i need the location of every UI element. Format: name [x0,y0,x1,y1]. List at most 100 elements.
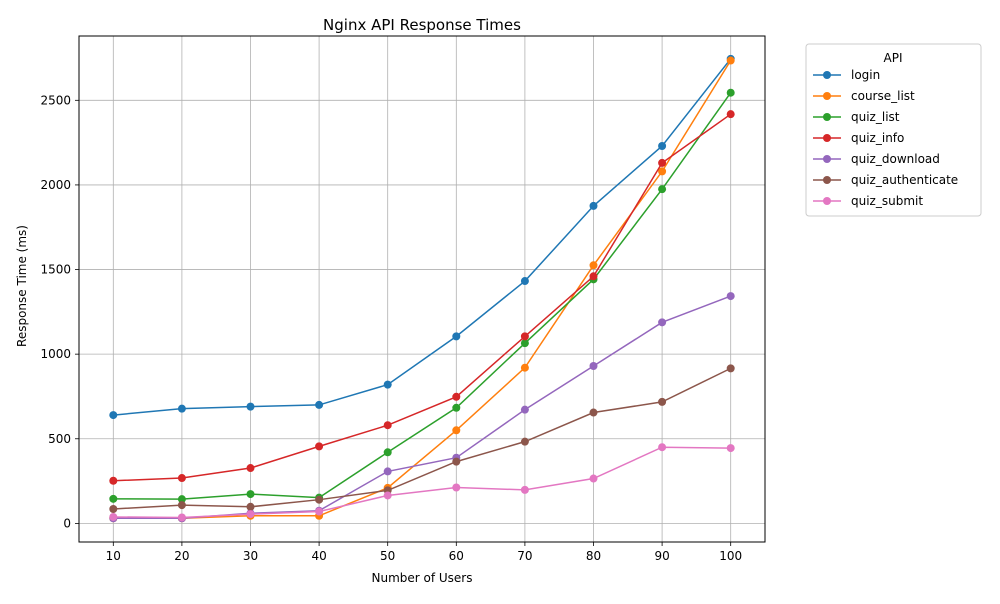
data-point [177,404,186,413]
data-point [177,474,186,483]
legend-marker [823,113,831,121]
x-axis-label: Number of Users [371,571,472,585]
legend-box [805,43,982,217]
x-tick-label: 80 [586,549,601,563]
y-tick-label: 0 [63,516,71,530]
x-tick-label: 30 [243,549,258,563]
legend-marker [823,71,831,79]
series-line [113,367,732,510]
data-point [520,363,529,372]
series-quiz-info [109,110,735,485]
y-tick-label: 500 [48,432,71,446]
data-point [315,442,324,451]
data-point [177,495,186,504]
series-quiz-list [109,88,735,504]
data-point [658,185,667,194]
y-axis-label: Response Time (ms) [15,225,29,347]
legend-entry: login [813,68,880,82]
legend-title: API [884,51,903,65]
series-line [113,446,731,519]
data-point [726,444,735,453]
plot-frame [78,35,766,543]
legend-label: login [851,68,880,82]
data-point [315,400,324,409]
legend-entry: quiz_list [813,110,900,124]
grid [79,36,765,542]
legend: API login course_list quiz_list quiz_infoqu… [805,43,982,217]
legend-label: quiz_authenticate [851,173,958,187]
data-point [452,403,461,412]
data-point [177,501,186,510]
series-lines [109,54,735,523]
data-point [589,201,598,210]
legend-entry: quiz_authenticate [813,173,958,187]
data-point [246,490,255,499]
data-point [383,467,392,476]
x-tick-label: 50 [380,549,395,563]
data-point [589,474,598,483]
data-point [589,272,598,281]
legend-entry: quiz_submit [813,194,923,208]
series-line [113,113,732,482]
data-point [589,408,598,417]
data-point [658,397,667,406]
data-point [246,510,255,519]
x-tick-label: 10 [106,549,121,563]
data-point [383,380,392,389]
series-line [113,92,732,500]
y-tick-label: 2000 [40,178,71,192]
data-point [109,494,118,503]
data-point [452,426,461,435]
data-point [658,318,667,327]
data-point [520,485,529,494]
data-point [383,491,392,500]
data-point [315,507,324,516]
series-quiz-submit [109,443,735,522]
axis-ticks: 10 20 30 40 50 60 70 80 90 1000500100015002000250… [40,93,742,563]
x-tick-label: 70 [517,549,532,563]
data-point [246,502,255,511]
data-point [452,392,461,401]
data-point [520,339,529,348]
chart-title: Nginx API Response Times [323,16,521,34]
data-point [726,364,735,373]
data-point [452,483,461,492]
data-point [109,505,118,513]
legend-entry: quiz_download [813,152,940,166]
y-tick-label: 1500 [40,263,71,277]
series-line [113,58,732,416]
data-point [109,476,118,485]
data-point [658,443,667,452]
legend-label: quiz_info [851,131,904,145]
data-point [589,261,598,270]
data-point [315,495,324,504]
data-point [452,457,461,466]
data-point [452,332,461,341]
legend-marker [823,176,831,184]
legend-label: quiz_download [851,152,940,166]
series-quiz-download [109,292,735,523]
legend-entry: course_list [813,89,915,103]
y-tick-label: 1000 [40,347,71,361]
series-course-list [109,56,735,523]
data-point [520,405,529,414]
data-point [658,158,667,167]
data-point [520,332,529,341]
series-line [113,60,732,520]
data-point [520,437,529,446]
legend-marker [823,155,831,163]
data-point [520,277,529,286]
data-point [383,448,392,457]
legend-marker [823,197,831,205]
legend-marker [823,92,831,100]
legend-label: quiz_submit [851,194,923,208]
data-point [109,411,118,420]
data-point [658,167,667,176]
data-point [109,512,118,521]
data-point [726,110,735,119]
data-point [726,88,735,97]
y-tick-label: 2500 [40,93,71,107]
series-login [109,54,735,420]
